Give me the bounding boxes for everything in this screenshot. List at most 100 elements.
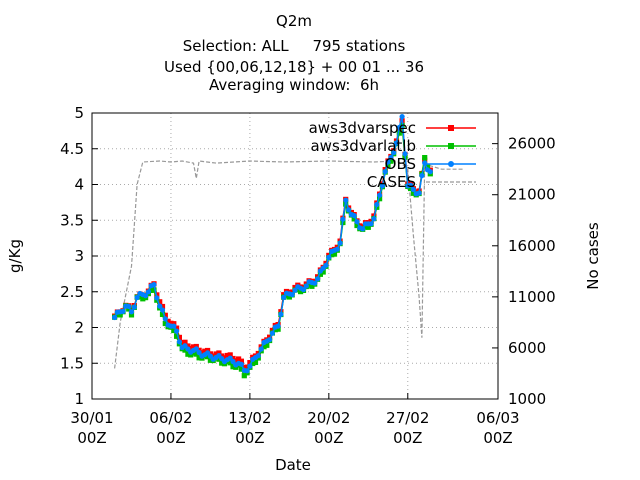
legend-label: aws3dvarlatlb: [310, 137, 416, 155]
data-point: [176, 334, 182, 340]
data-point: [343, 197, 349, 203]
data-point: [117, 312, 123, 318]
y-tick-label: 2.5: [60, 283, 84, 301]
data-point: [219, 360, 225, 366]
data-point: [205, 354, 211, 360]
data-point: [354, 222, 360, 229]
data-point: [309, 283, 315, 289]
x-tick-label-date: 20/02: [307, 409, 350, 427]
y2-tick-label: 11000: [508, 288, 556, 306]
data-point: [377, 192, 383, 198]
data-point: [182, 339, 188, 345]
data-point: [272, 327, 278, 333]
data-point: [427, 169, 433, 175]
x-tick-label-date: 06/02: [149, 409, 192, 427]
y-tick-label: 1.5: [60, 354, 84, 372]
data-point: [368, 221, 374, 227]
data-point: [238, 361, 244, 367]
data-point: [422, 155, 428, 161]
series-line: [114, 125, 432, 378]
data-point: [145, 289, 151, 295]
data-point: [171, 323, 177, 329]
data-point: [221, 355, 228, 361]
data-point: [185, 343, 191, 349]
data-point: [157, 299, 163, 305]
data-point: [252, 359, 259, 365]
data-point: [393, 140, 400, 146]
data-point: [182, 347, 188, 353]
data-point: [162, 316, 168, 322]
data-point: [193, 351, 199, 357]
data-point: [174, 328, 180, 334]
legend-label: aws3dvarspec: [309, 119, 416, 137]
data-point: [329, 252, 335, 258]
data-point: [351, 216, 357, 222]
data-point: [419, 173, 425, 179]
data-point: [388, 154, 394, 160]
data-point: [385, 162, 391, 168]
data-point: [306, 282, 312, 288]
data-point: [244, 364, 250, 370]
data-point: [360, 226, 366, 232]
data-point: [267, 337, 273, 343]
data-point: [379, 183, 385, 189]
data-point: [176, 339, 182, 345]
data-point: [207, 357, 213, 363]
data-point: [213, 351, 219, 357]
data-point: [216, 356, 222, 362]
y-axis-label: g/Kg: [6, 239, 24, 273]
data-point: [151, 282, 157, 288]
data-point: [408, 185, 414, 192]
legend-marker: [448, 143, 454, 149]
y2-axis: 1000 6000 11000 16000 21000 26000: [492, 135, 556, 408]
data-point: [337, 240, 343, 246]
legend-marker: [448, 125, 454, 131]
y2-tick-label: 1000: [508, 390, 546, 408]
data-point: [126, 306, 132, 312]
y-tick-label: 3: [74, 247, 84, 265]
data-point: [317, 271, 323, 277]
title-line-3: Used {00,06,12,18} + 00 01 ... 36: [164, 58, 424, 76]
data-point: [250, 360, 256, 367]
data-point: [241, 373, 247, 379]
data-point: [410, 190, 416, 196]
data-point: [295, 286, 301, 293]
data-point: [126, 303, 132, 309]
data-point: [157, 303, 163, 309]
data-point: [236, 356, 242, 362]
data-point: [283, 293, 290, 299]
y2-tick-label: 21000: [508, 186, 556, 204]
data-point: [224, 352, 230, 359]
data-point: [371, 216, 377, 222]
x-tick-label-hour: 00Z: [77, 429, 106, 447]
data-point: [320, 269, 326, 275]
data-point: [179, 340, 185, 346]
data-point: [148, 287, 154, 293]
data-point: [315, 276, 321, 282]
y-tick-label: 4.5: [60, 140, 84, 158]
x-axis-label: Date: [275, 456, 311, 474]
data-point: [210, 353, 216, 359]
data-point: [114, 312, 120, 318]
data-point: [385, 159, 391, 165]
data-point: [247, 360, 253, 366]
data-point: [334, 246, 340, 252]
data-point: [275, 326, 281, 332]
legend-label: OBS: [385, 155, 416, 173]
data-point: [174, 325, 180, 331]
data-point: [300, 287, 307, 293]
y2-tick-label: 26000: [508, 135, 556, 153]
title-block: Q2m Selection: ALL 795 stations Used {00…: [164, 12, 424, 94]
data-point: [331, 251, 338, 257]
data-point: [171, 327, 177, 334]
data-point: [159, 307, 166, 313]
data-point: [388, 158, 394, 164]
series-obs: [112, 114, 433, 374]
series-cases: [114, 160, 465, 369]
x-tick-label-date: 30/01: [70, 409, 113, 427]
data-point: [151, 287, 157, 293]
data-point: [140, 296, 146, 302]
data-point: [227, 352, 233, 358]
data-point: [216, 350, 222, 356]
data-point: [292, 287, 298, 293]
